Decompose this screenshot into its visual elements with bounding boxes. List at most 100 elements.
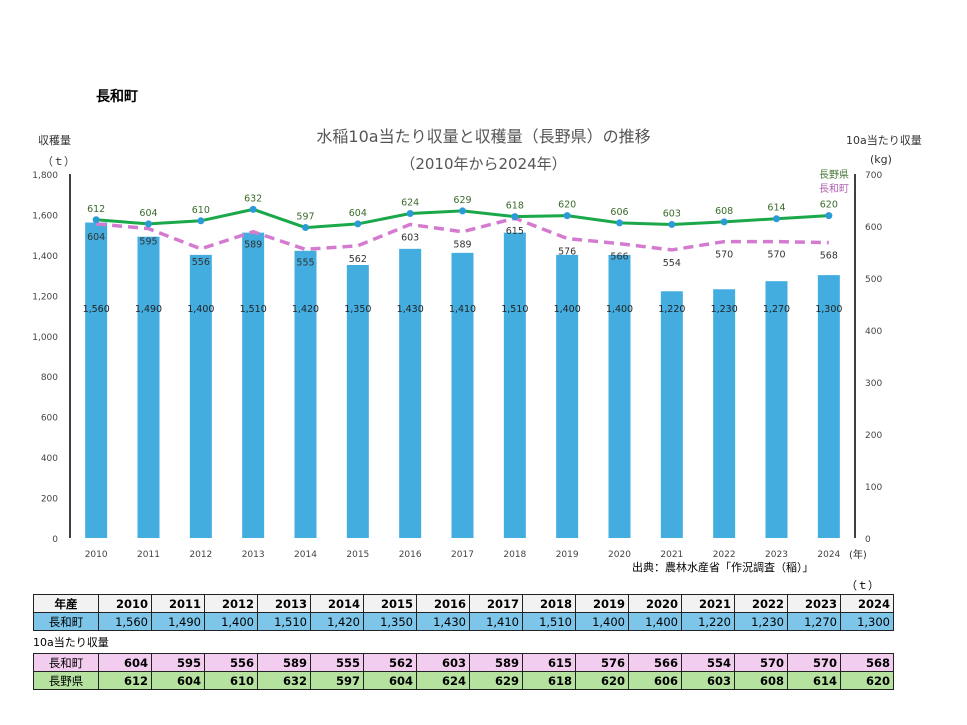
pref-yield-label: 612 [87, 204, 105, 215]
bar-value-label: 1,230 [711, 304, 738, 315]
pref-yield-label: 606 [610, 207, 628, 218]
x-tick-label: 2014 [294, 550, 317, 560]
table-cell: 1,510 [522, 612, 576, 631]
table-cell: 2024 [840, 594, 894, 613]
right-tick-label: 0 [865, 535, 871, 545]
row-label: 長和町 [33, 612, 99, 631]
pref-yield-marker [563, 212, 571, 220]
yield-table-title: 10a当たり収量 [33, 636, 109, 649]
table-cell: 603 [681, 671, 735, 690]
table-cell: 2015 [363, 594, 417, 613]
pref-yield-marker [406, 210, 414, 218]
left-tick-label: 1,600 [32, 211, 58, 221]
table-cell: 576 [575, 653, 629, 672]
left-tick-label: 1,400 [32, 252, 58, 262]
table-cell: 2021 [681, 594, 735, 613]
table-cell: 604 [363, 671, 417, 690]
town-yield-label: 570 [715, 250, 733, 261]
right-axis-unit: (kg) [870, 153, 892, 166]
x-tick-label: 2013 [242, 550, 265, 560]
table-cell: 568 [840, 653, 894, 672]
bar [399, 248, 422, 539]
pref-yield-marker [720, 218, 728, 226]
town-yield-label: 576 [558, 246, 576, 257]
pref-yield-label: 608 [715, 206, 733, 217]
x-tick-label: 2021 [660, 550, 683, 560]
town-yield-label: 556 [192, 257, 210, 268]
left-axis-title: 収穫量 [38, 134, 71, 147]
harvest-table: 年産 2010 2011 2012 2013 2014 2015 2016 2017 2018 2… [33, 594, 894, 631]
pref-yield-marker [825, 212, 833, 220]
right-tick-label: 400 [865, 327, 882, 337]
table-cell: 629 [469, 671, 523, 690]
bar-value-label: 1,270 [763, 304, 790, 315]
table-unit: （ｔ） [846, 579, 879, 592]
table-cell: 1,510 [257, 612, 311, 631]
table-cell: 606 [628, 671, 682, 690]
town-yield-label: 595 [139, 237, 157, 248]
table-cell: 1,300 [840, 612, 894, 631]
yield-table: 長和町 604 595 556 589 555 562 603 589 615 576 566 554… [33, 653, 894, 690]
bar [556, 254, 579, 538]
pref-yield-label: 629 [453, 195, 471, 206]
bar [346, 265, 369, 538]
table-cell: 2013 [257, 594, 311, 613]
table-row-yield-pref: 長野県 612 604 610 632 597 604 624 629 618 620 606 603… [33, 671, 894, 690]
x-tick-label: 2015 [346, 550, 369, 560]
pref-yield-label: 632 [244, 193, 262, 204]
table-cell: 555 [310, 653, 364, 672]
bar-value-label: 1,430 [397, 304, 424, 315]
row-label: 長野県 [33, 671, 99, 690]
chart-title: 水稲10a当たり収量と収穫量（長野県）の推移 [316, 127, 651, 146]
bar-value-label: 1,400 [606, 304, 633, 315]
town-yield-label: 615 [506, 226, 524, 237]
table-cell: 597 [310, 671, 364, 690]
left-tick-label: 600 [41, 414, 58, 424]
bar [242, 232, 265, 538]
pref-yield-marker [773, 215, 780, 223]
pref-yield-marker [145, 220, 152, 228]
table-cell: 614 [787, 671, 841, 690]
pref-yield-label: 624 [401, 198, 419, 209]
x-tick-label: 2022 [713, 550, 736, 560]
left-tick-label: 400 [41, 454, 58, 464]
pref-yield-label: 618 [506, 201, 524, 212]
town-yield-label: 555 [296, 257, 314, 268]
town-yield-label: 570 [767, 250, 785, 261]
bar-value-label: 1,400 [187, 304, 214, 315]
table-cell: 1,230 [734, 612, 788, 631]
bar-value-label: 1,420 [292, 304, 319, 315]
table-cell: 608 [734, 671, 788, 690]
bar [294, 250, 317, 538]
left-tick-label: 800 [41, 373, 58, 383]
pref-yield-marker [197, 217, 205, 225]
table-cell: 1,350 [363, 612, 417, 631]
table-cell: 2017 [469, 594, 523, 613]
town-yield-label: 562 [349, 254, 367, 265]
right-tick-label: 700 [865, 171, 882, 181]
pref-yield-marker [302, 224, 309, 232]
table-cell: 2020 [628, 594, 682, 613]
table-cell: 589 [257, 653, 311, 672]
pref-yield-marker [668, 220, 676, 228]
x-tick-label: 2011 [137, 550, 160, 560]
pref-yield-marker [249, 205, 257, 213]
bar [189, 254, 212, 538]
pref-yield-label: 620 [820, 200, 838, 211]
bar [451, 252, 474, 538]
table-cell: 2010 [98, 594, 152, 613]
table-cell: 2019 [575, 594, 629, 613]
table-header-row: 年産 2010 2011 2012 2013 2014 2015 2016 2017 2018 2… [33, 594, 894, 613]
table-cell: 1,400 [628, 612, 682, 631]
bar-value-label: 1,510 [501, 304, 528, 315]
legend-town: 長和町 [819, 183, 849, 195]
table-cell: 632 [257, 671, 311, 690]
pref-yield-label: 610 [192, 205, 210, 216]
table-cell: 624 [416, 671, 470, 690]
table-cell: 589 [469, 653, 523, 672]
table-row-yield-town: 長和町 604 595 556 589 555 562 603 589 615 576 566 554… [33, 653, 894, 672]
bar-value-label: 1,490 [135, 304, 162, 315]
right-tick-label: 600 [865, 223, 882, 233]
bar [503, 232, 526, 538]
table-cell: 1,410 [469, 612, 523, 631]
